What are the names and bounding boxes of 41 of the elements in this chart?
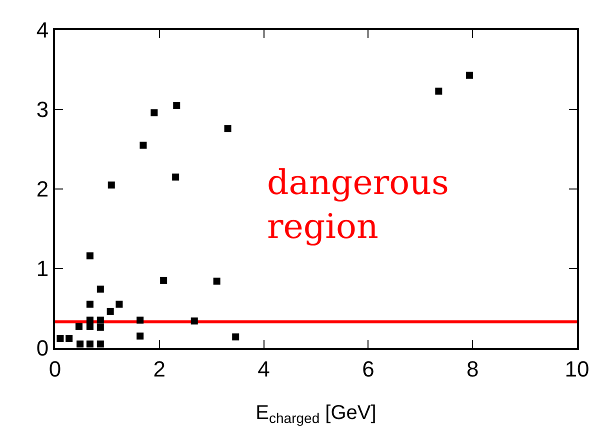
point [172, 174, 180, 181]
point [108, 182, 115, 189]
point [76, 340, 84, 348]
point [224, 125, 232, 132]
x-tick-label: 6 [362, 356, 374, 382]
point [86, 252, 94, 260]
point [116, 300, 123, 308]
point [232, 333, 240, 340]
point [160, 276, 168, 284]
point [86, 316, 94, 324]
y-tick-label: 0 [36, 336, 49, 361]
annotation: dangerous region [267, 163, 449, 248]
point [66, 334, 73, 342]
point [140, 142, 147, 149]
point [136, 332, 144, 340]
x-tick-label: 10 [564, 356, 590, 382]
y-tick-label: 1 [36, 256, 49, 282]
point [136, 316, 144, 324]
point [173, 102, 180, 110]
point [106, 308, 114, 315]
point [190, 317, 198, 324]
x-tick-label: 4 [258, 356, 270, 382]
point [150, 109, 158, 116]
x-axis-title: E$_{charged}$ [GeV] [256, 402, 376, 426]
y-tick-label: 2 [36, 176, 49, 202]
point [96, 286, 104, 293]
point [56, 334, 64, 342]
point [213, 278, 220, 285]
point [466, 72, 473, 79]
y-tick-label: 3 [36, 97, 49, 122]
x-tick-label: 2 [153, 356, 166, 382]
point [86, 300, 94, 308]
point [86, 340, 94, 348]
x-tick-label: 8 [466, 356, 479, 382]
point [435, 88, 442, 95]
point [96, 316, 104, 324]
point [96, 324, 104, 331]
point [76, 323, 83, 330]
point [96, 340, 104, 348]
y-tick-label: 4 [36, 18, 49, 43]
point [86, 323, 94, 330]
